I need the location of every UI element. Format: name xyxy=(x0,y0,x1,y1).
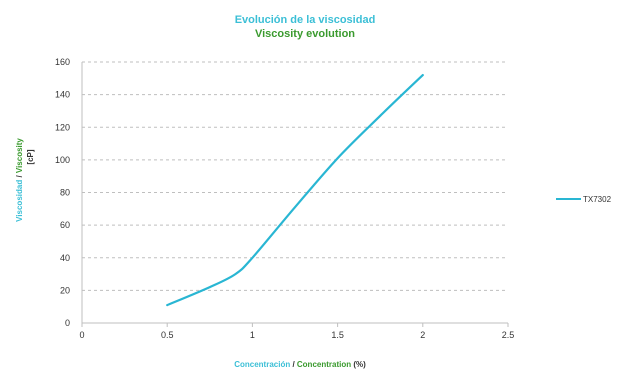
y-tick-label: 120 xyxy=(55,122,70,132)
x-axis-label-separator: / xyxy=(290,360,297,369)
x-axis-label-es: Concentración xyxy=(234,360,290,369)
tick-labels: 0 20 40 60 80 100 120 140 160 0 0.5 1 1.5 2 2.5 xyxy=(55,57,514,340)
x-tick-label: 0 xyxy=(79,330,84,340)
y-tick-label: 140 xyxy=(55,90,70,100)
chart-subtitle: Viscosity evolution xyxy=(255,28,355,40)
x-axis-label-en: Concentration xyxy=(297,360,351,369)
y-tick-label: 20 xyxy=(60,285,70,295)
axes xyxy=(81,62,509,327)
legend: TX7302 xyxy=(556,195,612,204)
y-axis-label-es: Viscosidad xyxy=(15,180,24,222)
gridlines xyxy=(82,61,508,291)
series-group xyxy=(166,74,424,307)
x-tick-label: 2 xyxy=(420,330,425,340)
x-tick-label: 1 xyxy=(250,330,255,340)
y-tick-label: 160 xyxy=(55,57,70,67)
y-axis-label: Viscosidad / Viscosity xyxy=(15,138,24,222)
y-axis-label-separator: / xyxy=(15,173,24,180)
y-axis-label-en: Viscosity xyxy=(15,138,24,174)
chart-title: Evolución de la viscosidad xyxy=(235,14,376,26)
series-line-tx7302 xyxy=(166,74,424,307)
x-tick-label: 2.5 xyxy=(502,330,515,340)
y-tick-label: 100 xyxy=(55,155,70,165)
y-axis-unit: [cP] xyxy=(26,149,35,164)
x-axis-label-unit: (%) xyxy=(351,360,366,369)
legend-label: TX7302 xyxy=(583,195,612,204)
y-tick-label: 80 xyxy=(60,188,70,198)
x-tick-label: 0.5 xyxy=(161,330,174,340)
x-axis-label: Concentración / Concentration (%) xyxy=(234,360,366,369)
y-tick-label: 60 xyxy=(60,220,70,230)
y-tick-label: 40 xyxy=(60,253,70,263)
y-tick-label: 0 xyxy=(65,318,70,328)
x-tick-label: 1.5 xyxy=(331,330,344,340)
